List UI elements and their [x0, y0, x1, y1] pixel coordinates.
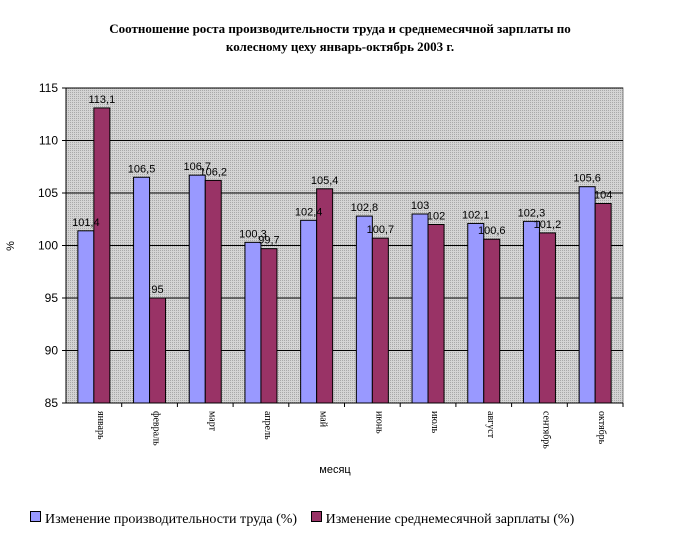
- legend-label-salary: Изменение среднемесячной зарплаты (%): [325, 512, 575, 527]
- x-category-label: май: [318, 411, 329, 428]
- data-label-productivity-2: 106,5: [128, 163, 156, 175]
- y-tick-label: 115: [39, 81, 58, 95]
- data-label-salary-9: 101,2: [534, 219, 562, 231]
- data-label-salary-6: 100,7: [367, 224, 395, 236]
- data-label-salary-8: 100,6: [478, 225, 506, 237]
- data-label-salary-5: 105,4: [311, 175, 339, 187]
- bars: [77, 107, 612, 404]
- bar-salary-3: [204, 179, 222, 404]
- chart: Соотношение роста производительности тру…: [5, 21, 624, 476]
- bar-productivity-1: [77, 230, 95, 404]
- y-tick-label: 100: [38, 239, 58, 253]
- data-label-productivity-1: 101,4: [72, 217, 100, 229]
- bar-productivity-5: [300, 219, 318, 404]
- data-label-productivity-6: 102,8: [351, 202, 379, 214]
- legend-item-productivity: Изменение производительности труда (%): [30, 511, 297, 528]
- bar-salary-10: [594, 203, 612, 404]
- y-axis: 85 90 95 100 105 110 115: [38, 81, 67, 410]
- data-label-salary-4: 99,7: [258, 235, 279, 247]
- data-label-productivity-4: 100,3: [239, 228, 267, 240]
- bar-productivity-7: [411, 213, 429, 404]
- legend-label-productivity: Изменение производительности труда (%): [45, 512, 298, 527]
- data-label-productivity-3: 106,7: [183, 161, 211, 173]
- x-category-label: июль: [429, 411, 440, 434]
- x-category-label: февраль: [151, 411, 162, 446]
- x-category-label: июнь: [373, 411, 384, 434]
- bar-salary-5: [316, 188, 334, 404]
- chart-title-line-1: Соотношение роста производительности тру…: [109, 21, 571, 36]
- data-label-productivity-8: 102,1: [462, 209, 490, 221]
- data-label-salary-1: 113,1: [88, 94, 115, 106]
- x-category-label: сентябрь: [540, 411, 551, 449]
- x-axis-label: месяц: [319, 464, 351, 476]
- bar-productivity-4: [244, 241, 262, 404]
- bar-productivity-2: [133, 176, 151, 404]
- bar-salary-1: [93, 107, 111, 404]
- data-label-salary-3: 106,2: [199, 166, 227, 178]
- data-label-productivity-9: 102,3: [518, 207, 546, 219]
- bar-productivity-10: [578, 186, 596, 404]
- legend-swatch-salary: [310, 511, 322, 522]
- legend-item-salary: Изменение среднемесячной зарплаты (%): [310, 511, 575, 528]
- bar-productivity-6: [355, 215, 373, 404]
- bar-salary-2: [149, 297, 167, 404]
- chart-title-line-2: колесному цеху январь-октябрь 2003 г.: [226, 39, 454, 54]
- bar-salary-9: [538, 232, 556, 404]
- y-tick-label: 85: [45, 396, 59, 410]
- bar-salary-8: [483, 238, 501, 404]
- x-category-label: апрель: [262, 411, 273, 440]
- bar-productivity-9: [522, 220, 540, 404]
- x-category-label: январь: [95, 411, 106, 440]
- y-tick-label: 95: [45, 291, 59, 305]
- bar-productivity-8: [467, 222, 485, 404]
- bar-productivity-3: [188, 174, 206, 404]
- x-category-label: март: [206, 411, 217, 432]
- x-category-label: август: [485, 411, 496, 439]
- data-label-salary-7: 102: [427, 211, 445, 223]
- bar-salary-4: [260, 248, 278, 404]
- y-tick-label: 105: [38, 186, 58, 200]
- data-label-productivity-10: 105,6: [573, 173, 601, 185]
- y-axis-label: %: [5, 241, 17, 251]
- y-tick-label: 110: [39, 134, 58, 148]
- x-category-label: октябрь: [596, 411, 607, 445]
- bar-salary-6: [371, 237, 389, 404]
- legend: Изменение производительности труда (%) И…: [30, 511, 584, 528]
- data-label-productivity-7: 103: [411, 200, 429, 212]
- data-label-salary-10: 104: [594, 190, 612, 202]
- data-label-salary-2: 95: [151, 284, 163, 296]
- x-axis: январь февраль март апрель май июнь июль август…: [66, 402, 624, 449]
- data-label-productivity-5: 102,4: [295, 206, 323, 218]
- bar-salary-7: [427, 224, 445, 404]
- legend-swatch-productivity: [30, 511, 41, 522]
- y-tick-label: 90: [45, 344, 59, 358]
